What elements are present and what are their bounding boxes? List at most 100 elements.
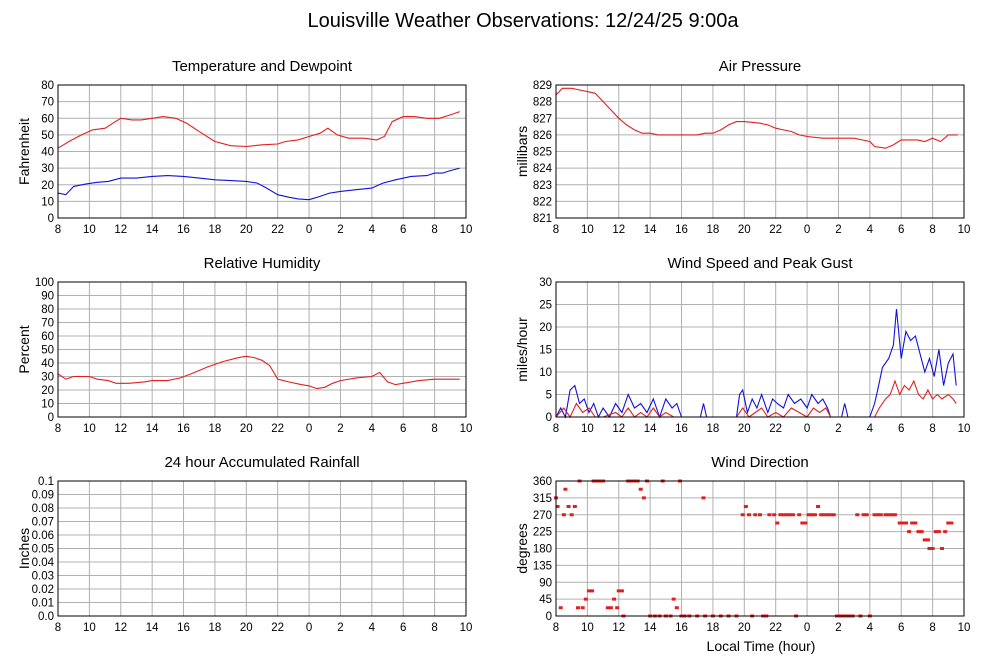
data-point — [758, 513, 762, 517]
y-tick-label: 829 — [533, 80, 552, 92]
x-tick-label: 4 — [867, 224, 874, 236]
x-tick-label: 22 — [271, 423, 284, 435]
y-tick-label: 360 — [533, 476, 552, 488]
x-tick-label: 2 — [835, 423, 841, 435]
x-tick-label: 14 — [644, 622, 657, 634]
y-tick-label: 0 — [546, 412, 552, 424]
y-tick-label: 270 — [533, 510, 552, 522]
plot-frame — [57, 84, 467, 219]
x-tick-label: 14 — [146, 423, 159, 435]
y-tick-label: 70 — [41, 318, 54, 330]
x-tick-label: 22 — [769, 423, 782, 435]
data-point — [572, 505, 577, 508]
x-tick-label: 20 — [738, 423, 751, 435]
data-point — [775, 521, 780, 525]
y-tick-label: 315 — [533, 493, 552, 505]
data-point — [641, 496, 646, 500]
x-tick-label: 22 — [769, 224, 782, 236]
data-point — [933, 530, 938, 534]
y-tick-label: 5 — [546, 390, 552, 402]
data-point — [555, 505, 560, 508]
data-point — [608, 606, 613, 610]
y-tick-label: 824 — [533, 163, 553, 175]
y-tick-label: 60 — [41, 331, 54, 343]
x-tick-label: 10 — [958, 423, 971, 435]
data-point — [784, 513, 789, 517]
y-tick-label: 20 — [41, 180, 54, 192]
y-tick-label: 10 — [539, 367, 552, 379]
x-tick-label: 20 — [738, 224, 751, 236]
x-tick-label: 10 — [581, 423, 594, 435]
y-tick-label: 45 — [539, 594, 552, 606]
data-point — [930, 547, 935, 550]
x-tick-label: 12 — [612, 622, 625, 634]
data-point — [812, 513, 817, 517]
data-point — [936, 530, 941, 534]
data-point — [790, 513, 795, 517]
data-point — [910, 521, 915, 525]
data-point — [919, 530, 924, 534]
plot-frame — [555, 480, 965, 617]
x-tick-label: 16 — [177, 622, 190, 634]
plot-frame — [57, 480, 467, 617]
data-point — [855, 513, 860, 517]
y-tick-label: 826 — [533, 130, 552, 142]
chart-title: Wind Speed and Peak Gust — [667, 255, 853, 272]
data-point — [575, 606, 580, 610]
y-tick-label: 225 — [533, 527, 552, 539]
x-tick-label: 2 — [835, 224, 841, 236]
chart-rain: 24 hour Accumulated Rainfall 8 10 12 14 16 18 2… — [16, 454, 472, 634]
x-tick-label: 18 — [707, 622, 720, 634]
x-tick-label: 8 — [929, 423, 935, 435]
y-tick-label: 825 — [533, 147, 552, 159]
x-tick-label: 18 — [209, 622, 222, 634]
x-tick-label: 0 — [306, 622, 312, 634]
data-point — [615, 606, 620, 610]
y-axis-label: miles/hour — [514, 317, 530, 382]
x-tick-label: 14 — [644, 423, 657, 435]
y-tick-label: 0.03 — [32, 571, 54, 583]
x-tick-label: 12 — [612, 423, 625, 435]
data-point — [566, 505, 571, 508]
x-tick-label: 4 — [369, 622, 376, 634]
y-tick-label: 0 — [48, 412, 54, 424]
data-point — [612, 597, 617, 601]
x-tick-label: 8 — [929, 224, 935, 236]
data-point — [878, 513, 883, 517]
x-tick-label: 6 — [898, 622, 904, 634]
x-tick-label: 4 — [369, 224, 376, 236]
chart-title: Air Pressure — [719, 58, 802, 75]
x-tick-label: 8 — [431, 224, 437, 236]
x-tick-label: 18 — [707, 423, 720, 435]
x-tick-label: 0 — [804, 423, 810, 435]
data-point — [616, 589, 621, 593]
y-tick-label: 10 — [41, 399, 54, 411]
data-point — [671, 597, 676, 601]
y-tick-label: 80 — [41, 304, 54, 316]
y-axis-label: Percent — [16, 325, 32, 373]
data-point — [563, 487, 568, 491]
data-point — [922, 538, 927, 542]
x-tick-label: 22 — [271, 622, 284, 634]
data-point — [861, 513, 866, 517]
data-point — [747, 513, 752, 517]
data-point — [767, 513, 772, 517]
data-point — [772, 513, 777, 517]
data-point — [943, 530, 948, 534]
data-point — [809, 513, 814, 517]
y-tick-label: 20 — [41, 385, 54, 397]
x-tick-label: 10 — [958, 224, 971, 236]
data-point — [740, 513, 745, 517]
y-tick-label: 90 — [41, 291, 54, 303]
x-tick-label: 18 — [209, 423, 222, 435]
data-point — [897, 521, 902, 525]
x-tick-label: 18 — [707, 224, 720, 236]
x-tick-label: 8 — [553, 622, 559, 634]
x-tick-label: 8 — [431, 423, 437, 435]
y-tick-label: 823 — [533, 180, 552, 192]
x-tick-label: 4 — [867, 622, 874, 634]
plot-frame — [57, 281, 467, 418]
y-tick-label: 0.0 — [38, 611, 54, 623]
